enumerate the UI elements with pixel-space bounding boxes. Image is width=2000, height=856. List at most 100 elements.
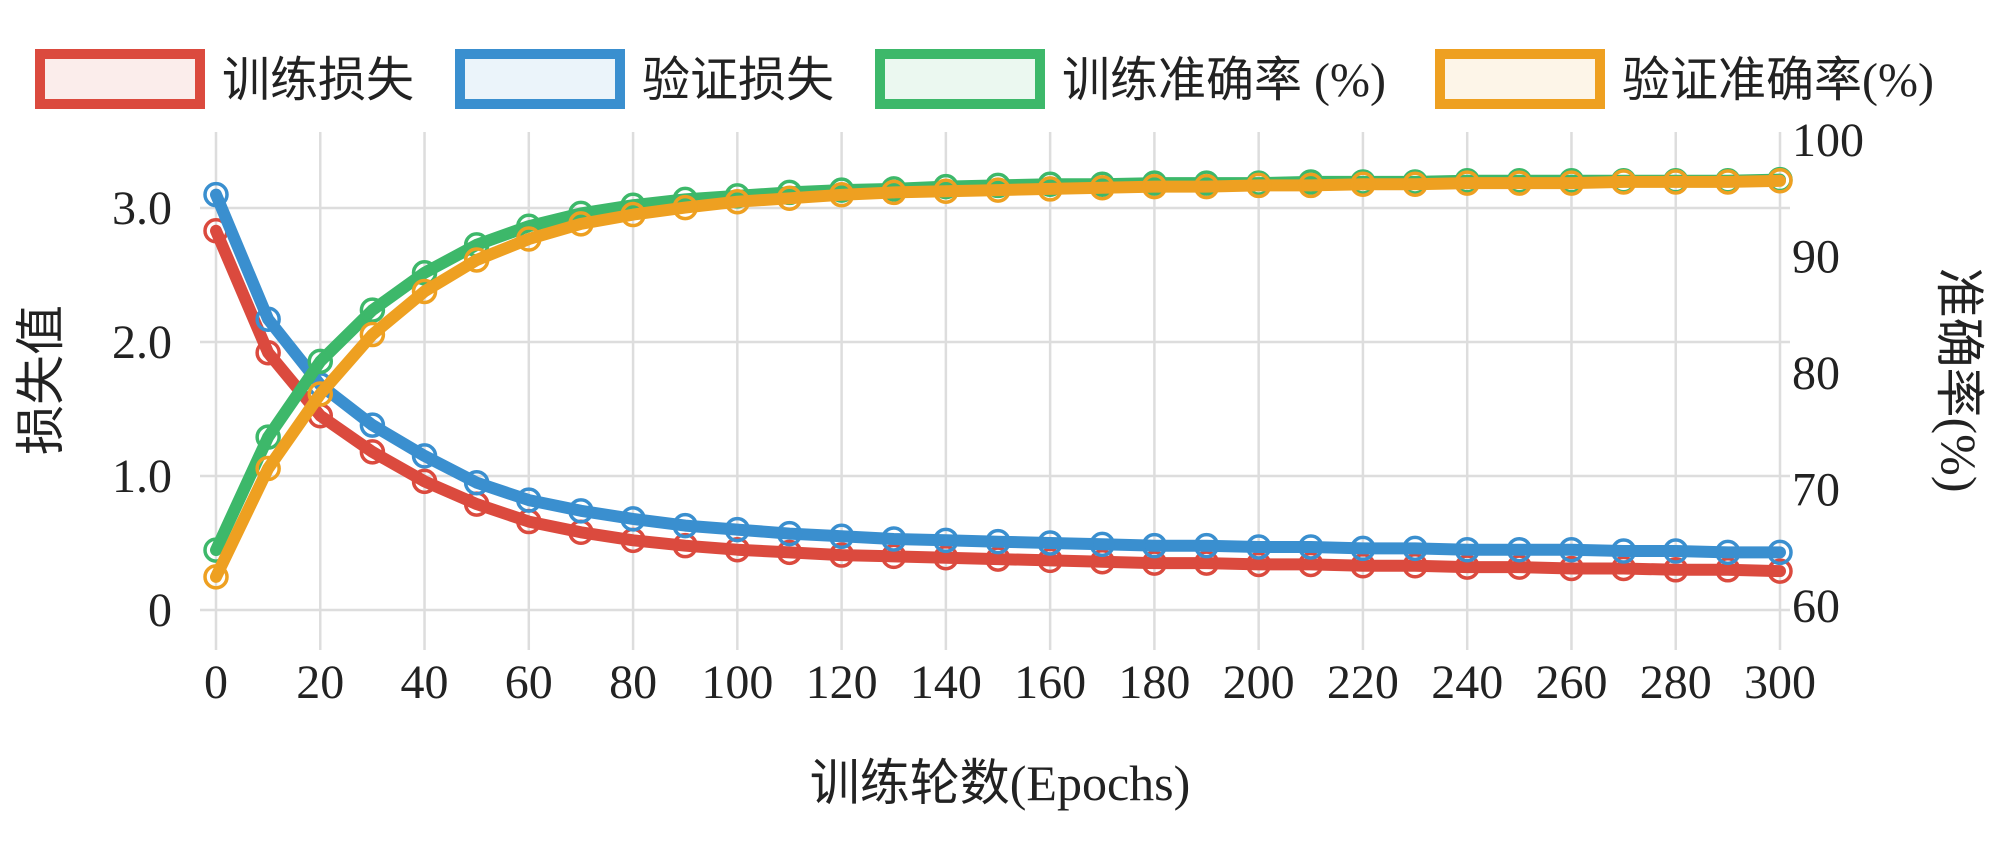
data-point xyxy=(255,306,281,332)
x-tick-label: 60 xyxy=(505,656,553,709)
data-point xyxy=(1454,170,1480,196)
data-point xyxy=(985,528,1011,555)
data-point xyxy=(776,185,803,211)
data-point xyxy=(1662,557,1689,583)
legend-label: 验证损失 xyxy=(642,54,834,107)
data-point xyxy=(1402,553,1428,579)
x-tick-label: 180 xyxy=(1118,656,1190,709)
data-point xyxy=(1089,531,1116,558)
data-point xyxy=(724,516,751,543)
data-point xyxy=(1715,557,1741,583)
x-tick-label: 160 xyxy=(1014,656,1086,709)
data-point xyxy=(411,468,438,495)
x-tick-label: 120 xyxy=(806,656,878,709)
data-point xyxy=(776,520,803,547)
y-left-tick-label: 0 xyxy=(148,584,172,637)
x-tick-label: 260 xyxy=(1535,656,1607,709)
data-point xyxy=(1767,168,1793,194)
x-tick-label: 280 xyxy=(1640,656,1712,709)
data-point xyxy=(1350,171,1376,198)
data-point xyxy=(828,523,855,550)
data-point xyxy=(1610,555,1637,582)
y-axis-left-label: 损失值 xyxy=(13,305,69,455)
data-point xyxy=(359,321,386,348)
y-right-tick-label: 100 xyxy=(1792,114,1864,167)
data-point xyxy=(1037,176,1063,202)
data-point xyxy=(1298,534,1324,560)
data-point xyxy=(828,542,855,568)
x-tick-label: 300 xyxy=(1744,656,1816,709)
legend-item-4: 验证准确率(%) xyxy=(1435,49,1934,109)
y-right-tick-label: 70 xyxy=(1792,464,1840,517)
data-point xyxy=(1193,173,1220,200)
y-right-tick-label: 90 xyxy=(1792,231,1840,284)
series-4 xyxy=(203,168,1793,590)
data-point xyxy=(411,278,438,305)
data-point xyxy=(255,455,281,482)
data-point xyxy=(880,526,907,552)
y-left-tick-label: 3.0 xyxy=(112,182,172,235)
data-point xyxy=(1245,172,1272,199)
data-point xyxy=(568,498,594,524)
x-tick-label: 220 xyxy=(1327,656,1399,709)
data-point xyxy=(1193,532,1220,559)
legend-label: 验证准确率(%) xyxy=(1622,54,1934,107)
data-point xyxy=(985,546,1011,572)
data-point xyxy=(1767,558,1793,584)
data-point xyxy=(1037,547,1063,574)
legend: 训练损失 验证损失 训练准确率 (%) 验证准确率(%) xyxy=(35,49,1934,109)
data-point xyxy=(1662,538,1689,564)
axes: 0 20 40 60 80 100 120 140 160 180 200 220 240 260 280 3… xyxy=(112,114,1864,709)
data-point xyxy=(1193,550,1220,576)
legend-swatch xyxy=(875,49,1045,109)
data-point xyxy=(203,181,229,208)
data-point xyxy=(1558,536,1585,563)
data-point xyxy=(1402,171,1428,198)
data-point xyxy=(620,201,646,228)
data-point xyxy=(411,443,438,469)
data-point xyxy=(776,539,803,566)
legend-swatch xyxy=(1435,49,1605,109)
data-point xyxy=(568,211,594,237)
x-tick-label: 80 xyxy=(609,656,657,709)
data-point xyxy=(1506,170,1533,196)
series-2 xyxy=(203,181,1793,566)
data-point xyxy=(1089,549,1116,575)
y-axis-right-label: 准确率(%) xyxy=(1931,268,1987,493)
data-point xyxy=(1141,173,1168,200)
data-point xyxy=(1037,530,1063,556)
legend-item-1: 训练损失 xyxy=(35,49,414,109)
data-point xyxy=(307,348,334,375)
data-point xyxy=(1610,169,1637,195)
legend-swatch xyxy=(455,49,625,109)
series-layer xyxy=(203,166,1793,590)
data-point xyxy=(880,179,907,206)
data-point xyxy=(1350,535,1376,562)
data-point xyxy=(411,260,438,286)
data-point xyxy=(933,527,959,554)
data-point xyxy=(724,536,751,563)
data-point xyxy=(1715,539,1741,566)
data-point xyxy=(463,247,490,273)
legend-swatch xyxy=(35,49,205,109)
data-point xyxy=(672,512,698,539)
y-right-tick-label: 80 xyxy=(1792,347,1840,400)
series-3 xyxy=(203,166,1793,563)
x-tick-label: 0 xyxy=(204,656,228,709)
data-point xyxy=(933,544,959,571)
data-point xyxy=(516,487,542,513)
data-point xyxy=(1558,170,1585,196)
x-tick-label: 100 xyxy=(701,656,773,709)
data-point xyxy=(359,412,386,438)
legend-label: 训练损失 xyxy=(222,54,414,107)
data-point xyxy=(1558,555,1585,582)
data-point xyxy=(255,339,281,366)
x-tick-label: 20 xyxy=(296,656,344,709)
series-line xyxy=(210,224,1786,578)
data-point xyxy=(1402,535,1428,562)
data-point xyxy=(1089,175,1116,201)
y-left-tick-label: 1.0 xyxy=(112,450,172,503)
data-point xyxy=(516,226,542,252)
series-line xyxy=(210,188,1786,559)
